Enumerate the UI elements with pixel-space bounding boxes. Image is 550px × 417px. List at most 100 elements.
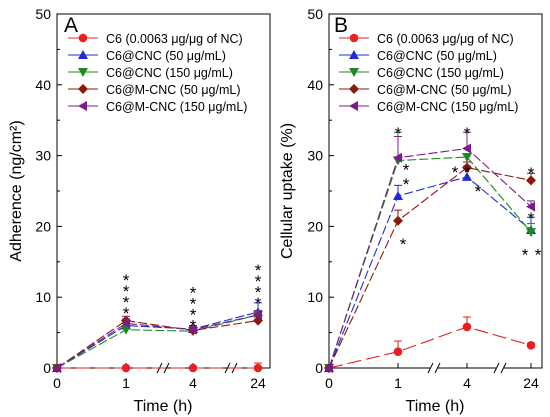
y-axis-label: Cellular uptake (%) <box>279 123 296 259</box>
significance-star: * <box>528 209 535 228</box>
data-point <box>188 324 197 335</box>
y-tick-label: 10 <box>307 289 323 305</box>
panel-label: B <box>334 14 348 37</box>
y-tick-label: 40 <box>307 77 323 93</box>
data-point <box>462 162 472 173</box>
data-point <box>393 152 402 163</box>
axis-break-mark <box>427 362 434 374</box>
legend-label: C6 (0.0063 μg/μg of NC) <box>106 32 243 46</box>
data-point <box>462 171 472 181</box>
legend-label: C6@CNC (150 μg/mL) <box>106 66 233 80</box>
significance-star: * <box>255 272 262 291</box>
y-tick-label: 50 <box>307 6 323 22</box>
legend-label: C6@M-CNC (150 μg/mL) <box>106 100 247 114</box>
series-line <box>328 176 532 369</box>
x-axis-label: Time (h) <box>406 398 465 415</box>
significance-star: * <box>528 164 535 183</box>
significance-star: * <box>395 124 402 143</box>
legend-marker <box>78 101 87 111</box>
legend-marker <box>349 68 359 77</box>
series-group <box>324 131 536 373</box>
series-line <box>56 319 259 369</box>
data-point <box>462 322 472 332</box>
significance-star: * <box>522 246 529 265</box>
axis-break-mask <box>496 362 504 374</box>
significance-star: * <box>123 271 130 290</box>
data-point <box>462 143 471 154</box>
axis-break-mark <box>224 362 231 374</box>
significance-star: * <box>464 124 471 143</box>
data-point <box>52 363 61 373</box>
significance-star: * <box>190 284 197 303</box>
panel-label: A <box>64 14 78 37</box>
data-point <box>393 215 403 226</box>
legend-marker <box>78 84 88 94</box>
data-point <box>393 347 403 357</box>
significance-star: * <box>452 163 459 182</box>
y-tick-label: 30 <box>35 148 51 164</box>
significance-star: * <box>190 295 197 314</box>
legend: C6 (0.0063 μg/μg of NC) C6@CNC (50 μg/mL)… <box>339 32 518 114</box>
x-tick-label: 0 <box>53 375 61 391</box>
y-tick-label: 20 <box>35 218 51 234</box>
legend-label: C6@CNC (50 μg/mL) <box>106 49 226 63</box>
series-line <box>328 167 532 369</box>
y-tick-label: 40 <box>35 77 51 93</box>
legend-label: C6 (0.0063 μg/μg of NC) <box>377 32 514 46</box>
annotations: ************ <box>123 261 262 336</box>
x-tick-label: 1 <box>394 375 402 391</box>
x-tick-label: 24 <box>523 375 539 391</box>
legend-marker <box>78 68 88 77</box>
axis-break-mark <box>493 362 500 374</box>
series-group <box>52 302 263 373</box>
legend-marker <box>349 101 358 111</box>
significance-star: * <box>535 246 542 265</box>
legend: C6 (0.0063 μg/μg of NC) C6@CNC (50 μg/mL)… <box>68 32 247 114</box>
series-line <box>328 147 532 369</box>
legend-label: C6@CNC (150 μg/mL) <box>377 66 504 80</box>
legend-label: C6@M-CNC (50 μg/mL) <box>106 83 241 97</box>
data-point <box>121 325 131 335</box>
significance-star: * <box>123 293 130 312</box>
data-point <box>121 363 131 373</box>
annotations: ************ <box>395 124 542 265</box>
y-tick-label: 0 <box>315 360 323 376</box>
significance-star: * <box>464 163 471 182</box>
data-point <box>526 228 536 238</box>
data-point <box>393 190 403 200</box>
legend-marker <box>349 50 359 59</box>
x-axis-label: Time (h) <box>134 398 193 415</box>
significance-star: * <box>400 235 407 254</box>
x-tick-label: 4 <box>463 375 471 391</box>
data-point <box>253 363 263 373</box>
significance-star: * <box>255 261 262 280</box>
x-tick-label: 4 <box>189 375 197 391</box>
axis-break-mark <box>434 362 441 374</box>
legend-label: C6@M-CNC (150 μg/mL) <box>377 100 518 114</box>
x-tick-label: 0 <box>325 375 333 391</box>
x-tick-label: 1 <box>122 375 130 391</box>
data-point <box>324 363 333 373</box>
y-tick-label: 10 <box>35 289 51 305</box>
significance-star: * <box>403 161 410 180</box>
data-point <box>526 201 535 212</box>
legend-marker <box>349 33 359 43</box>
data-point <box>253 309 262 320</box>
significance-star: * <box>475 182 482 201</box>
significance-star: * <box>190 306 197 325</box>
y-tick-label: 50 <box>35 6 51 22</box>
series-line <box>56 311 259 369</box>
y-tick-label: 30 <box>307 148 323 164</box>
legend-marker <box>349 84 359 94</box>
axis-break-mask <box>430 362 438 374</box>
significance-star: * <box>123 282 130 301</box>
data-point <box>188 363 198 373</box>
axis-break-mark <box>163 362 170 374</box>
legend-marker <box>78 33 88 43</box>
significance-star: * <box>123 304 130 323</box>
legend-label: C6@M-CNC (50 μg/mL) <box>377 83 512 97</box>
significance-star: * <box>190 317 197 336</box>
data-point <box>121 318 130 329</box>
legend-label: C6@CNC (50 μg/mL) <box>377 49 497 63</box>
data-point <box>526 175 536 186</box>
